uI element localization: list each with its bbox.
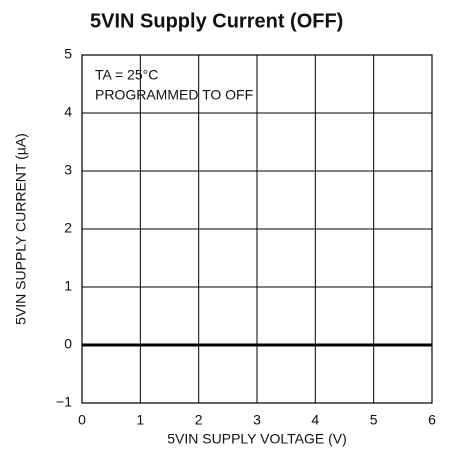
y-tick-label: 5 (64, 46, 72, 62)
x-axis-label: 5VIN SUPPLY VOLTAGE (V) (167, 431, 346, 447)
x-tick-label: 4 (311, 412, 319, 428)
x-tick-label: 6 (428, 412, 436, 428)
annotation: TA = 25°C (95, 67, 158, 83)
y-tick-label: −1 (56, 394, 72, 410)
y-tick-label: 4 (64, 104, 72, 120)
y-tick-label: 0 (64, 336, 72, 352)
x-tick-label: 2 (195, 412, 203, 428)
x-tick-label: 0 (78, 412, 86, 428)
annotation: PROGRAMMED TO OFF (95, 87, 253, 103)
y-tick-label: 1 (64, 278, 72, 294)
y-axis-label: 5VIN SUPPLY CURRENT (µA) (13, 133, 29, 325)
x-tick-label: 5 (370, 412, 378, 428)
y-tick-label: 3 (64, 162, 72, 178)
y-tick-label: 2 (64, 220, 72, 236)
plot-frame (81, 54, 433, 404)
chart-title: 5VIN Supply Current (OFF) (90, 10, 343, 32)
x-tick-label: 1 (136, 412, 144, 428)
x-tick-label: 3 (253, 412, 261, 428)
